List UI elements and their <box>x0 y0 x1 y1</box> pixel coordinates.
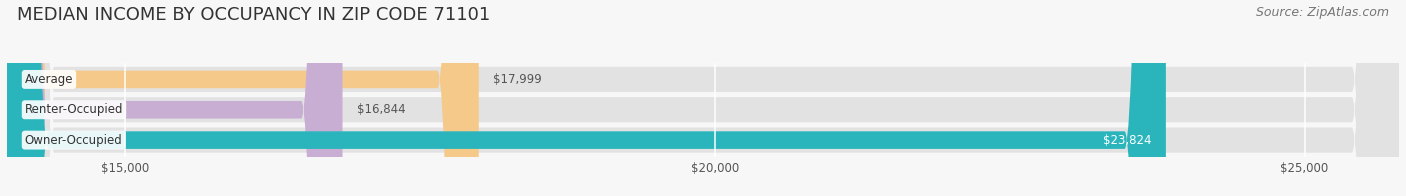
FancyBboxPatch shape <box>7 0 479 196</box>
Text: Owner-Occupied: Owner-Occupied <box>25 134 122 147</box>
Text: Average: Average <box>25 73 73 86</box>
FancyBboxPatch shape <box>7 0 1166 196</box>
Text: $23,824: $23,824 <box>1104 134 1152 147</box>
FancyBboxPatch shape <box>7 0 1399 196</box>
Text: Renter-Occupied: Renter-Occupied <box>25 103 124 116</box>
FancyBboxPatch shape <box>7 0 343 196</box>
Text: MEDIAN INCOME BY OCCUPANCY IN ZIP CODE 71101: MEDIAN INCOME BY OCCUPANCY IN ZIP CODE 7… <box>17 6 491 24</box>
Text: $16,844: $16,844 <box>357 103 405 116</box>
Text: Source: ZipAtlas.com: Source: ZipAtlas.com <box>1256 6 1389 19</box>
FancyBboxPatch shape <box>7 0 1399 196</box>
FancyBboxPatch shape <box>7 0 1399 196</box>
Text: $17,999: $17,999 <box>494 73 541 86</box>
